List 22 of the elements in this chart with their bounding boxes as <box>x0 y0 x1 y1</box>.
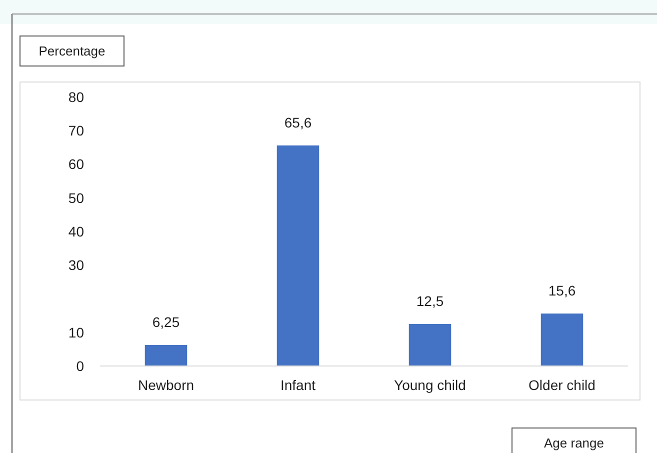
bar <box>408 324 452 366</box>
x-tick-label: Newborn <box>138 377 194 393</box>
x-tick-label: Older child <box>528 377 596 393</box>
y-tick-label: 40 <box>68 223 84 240</box>
x-axis-title: Age range <box>544 436 604 451</box>
bar <box>276 145 320 366</box>
data-label: 12,5 <box>416 292 444 309</box>
data-label: 65,6 <box>284 114 312 130</box>
y-tick-label: 80 <box>68 88 84 105</box>
data-label: 15,6 <box>548 282 576 299</box>
y-tick-label: 0 <box>76 358 84 374</box>
y-axis-title: Percentage <box>38 44 106 59</box>
data-label: 6,25 <box>152 314 180 330</box>
y-tick-label: 30 <box>68 257 84 274</box>
bar <box>540 314 584 366</box>
bar <box>144 344 188 366</box>
y-tick-label: 60 <box>68 156 84 172</box>
y-tick-label: 50 <box>68 190 84 206</box>
x-tick-label: Young child <box>394 377 466 393</box>
x-tick-label: Infant <box>280 377 316 393</box>
y-tick-label: 10 <box>68 324 84 340</box>
y-tick-label: 70 <box>68 122 84 139</box>
